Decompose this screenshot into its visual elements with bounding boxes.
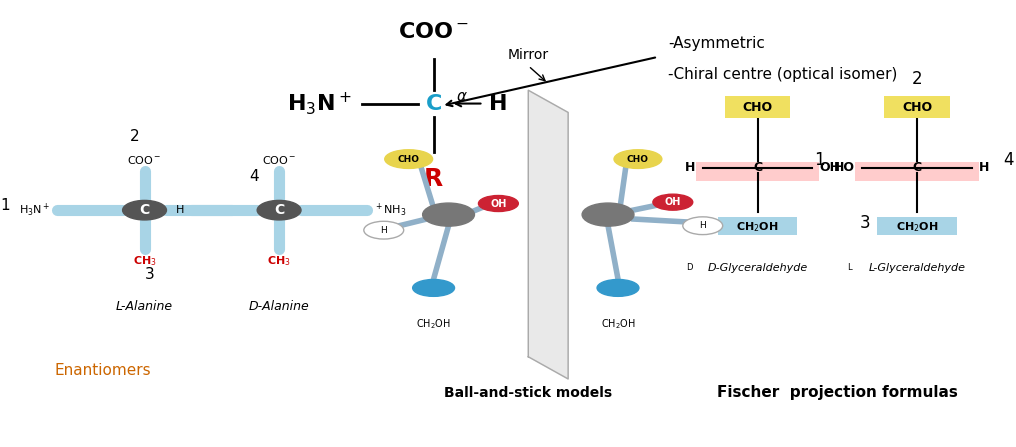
Text: 3: 3 <box>860 215 871 232</box>
Text: 1: 1 <box>814 151 825 169</box>
Text: C: C <box>139 203 149 217</box>
Text: CH$_3$: CH$_3$ <box>267 255 291 268</box>
Text: OH: OH <box>664 197 681 207</box>
Text: L: L <box>847 263 852 272</box>
Circle shape <box>582 203 634 226</box>
FancyBboxPatch shape <box>696 162 819 181</box>
Text: H: H <box>489 93 508 114</box>
Text: COO$^-$: COO$^-$ <box>398 22 469 42</box>
Ellipse shape <box>597 279 639 296</box>
Ellipse shape <box>412 279 454 296</box>
Text: L-Glyceraldehyde: L-Glyceraldehyde <box>869 263 965 273</box>
Text: H: H <box>686 161 696 174</box>
Text: HO: HO <box>834 161 855 174</box>
Text: CHO: CHO <box>902 101 932 114</box>
Text: CH$_2$OH: CH$_2$OH <box>896 220 939 233</box>
Text: L-Alanine: L-Alanine <box>116 300 173 313</box>
Text: H$_3$N$^+$: H$_3$N$^+$ <box>287 90 352 117</box>
Text: -Asymmetric: -Asymmetric <box>668 36 765 51</box>
Text: 2: 2 <box>911 70 923 88</box>
Text: D: D <box>686 263 693 272</box>
Text: C: C <box>274 203 284 217</box>
FancyBboxPatch shape <box>884 97 950 118</box>
Circle shape <box>257 200 301 220</box>
Text: H: H <box>176 205 184 215</box>
Text: CH$_3$: CH$_3$ <box>133 255 156 268</box>
Text: CHO: CHO <box>627 155 649 164</box>
Text: 4: 4 <box>249 169 259 184</box>
Ellipse shape <box>653 194 693 210</box>
Text: Enantiomers: Enantiomers <box>55 363 151 378</box>
Circle shape <box>683 217 722 235</box>
Text: C: C <box>753 161 762 174</box>
Text: 2: 2 <box>130 129 139 144</box>
Circle shape <box>364 221 403 239</box>
Ellipse shape <box>479 195 518 211</box>
Text: H: H <box>380 226 387 235</box>
Text: $^+$NH$_3$: $^+$NH$_3$ <box>374 202 406 219</box>
Text: C: C <box>912 161 922 174</box>
Text: D-Alanine: D-Alanine <box>249 300 310 313</box>
Ellipse shape <box>385 150 433 169</box>
Text: COO$^-$: COO$^-$ <box>262 154 297 166</box>
Circle shape <box>123 200 167 220</box>
Text: COO$^-$: COO$^-$ <box>127 154 162 166</box>
Text: Ball-and-stick models: Ball-and-stick models <box>444 386 613 400</box>
Circle shape <box>423 203 474 226</box>
Text: OH: OH <box>819 161 840 174</box>
Text: H: H <box>699 221 706 230</box>
Text: Fischer  projection formulas: Fischer projection formulas <box>717 385 958 400</box>
FancyBboxPatch shape <box>855 162 978 181</box>
Text: CHO: CHO <box>743 101 772 114</box>
FancyBboxPatch shape <box>724 97 790 118</box>
Text: D-Glyceraldehyde: D-Glyceraldehyde <box>707 263 808 273</box>
Text: CH$_2$OH: CH$_2$OH <box>417 317 451 331</box>
Text: Mirror: Mirror <box>508 48 549 62</box>
Text: 4: 4 <box>1004 151 1014 169</box>
Text: CH$_2$OH: CH$_2$OH <box>600 317 635 331</box>
Text: CH$_2$OH: CH$_2$OH <box>737 220 779 233</box>
Text: -Chiral centre (optical isomer): -Chiral centre (optical isomer) <box>668 67 897 82</box>
Text: CHO: CHO <box>397 155 420 164</box>
Text: H$_3$N$^+$: H$_3$N$^+$ <box>18 202 50 219</box>
Text: H: H <box>978 161 990 174</box>
FancyBboxPatch shape <box>717 217 798 236</box>
Text: R: R <box>424 167 443 191</box>
Ellipse shape <box>614 150 661 169</box>
Text: H: H <box>239 205 248 215</box>
Polygon shape <box>528 90 568 379</box>
Text: 3: 3 <box>144 267 154 282</box>
Text: 1: 1 <box>0 198 10 213</box>
Text: $\alpha$: $\alpha$ <box>455 89 467 105</box>
Text: OH: OH <box>490 198 507 208</box>
Text: C: C <box>426 93 442 114</box>
FancyBboxPatch shape <box>877 217 957 236</box>
